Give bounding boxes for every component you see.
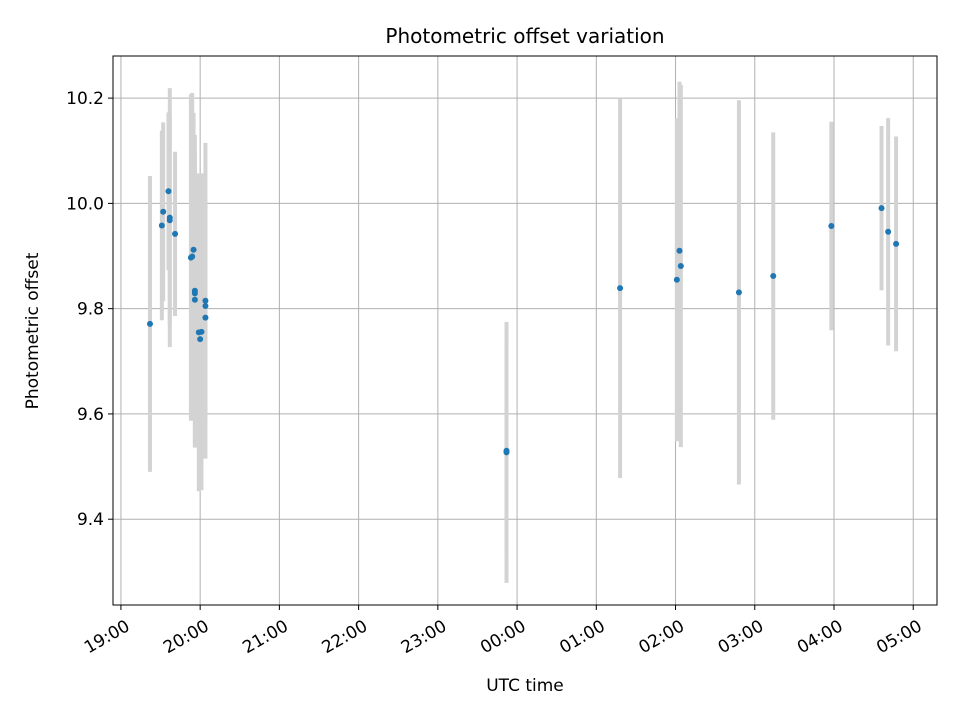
y-tick-label: 10.0 [66, 194, 104, 214]
data-point [828, 223, 835, 230]
data-point [189, 253, 196, 260]
data-point [673, 276, 680, 283]
data-point [676, 247, 683, 254]
data-point [202, 303, 209, 310]
data-point [191, 296, 198, 303]
y-axis-label: Photometric offset [23, 252, 43, 409]
x-axis-label: UTC time [486, 676, 564, 696]
data-point [166, 217, 173, 224]
x-tick-label: 01:00 [556, 616, 608, 658]
data-point [198, 328, 205, 335]
data-point [146, 320, 153, 327]
y-axis-ticks: 9.4 9.6 9.8 10.0 10.2 [66, 89, 113, 530]
data-point [770, 273, 777, 280]
data-point [172, 230, 179, 237]
data-point [191, 290, 198, 297]
x-axis-ticks: 19:00 20:00 21:00 22:00 23:00 00:00 01:00 02:00… [81, 605, 926, 658]
data-point [190, 246, 197, 253]
data-points [146, 188, 900, 456]
data-point [165, 188, 172, 195]
data-point [878, 205, 885, 212]
error-bars [147, 81, 899, 583]
x-tick-label: 20:00 [160, 616, 212, 658]
x-tick-label: 00:00 [477, 616, 529, 658]
plot-frame [112, 55, 938, 606]
data-point [158, 222, 165, 229]
grid [113, 56, 937, 605]
x-tick-label: 05:00 [873, 616, 925, 658]
y-tick-label: 9.8 [77, 300, 104, 320]
y-tick-label: 10.2 [66, 89, 104, 109]
data-point [202, 297, 209, 304]
x-tick-label: 03:00 [715, 616, 767, 658]
x-tick-label: 23:00 [398, 616, 450, 658]
x-tick-label: 21:00 [239, 616, 291, 658]
x-tick-label: 22:00 [319, 616, 371, 658]
x-tick-label: 04:00 [794, 616, 846, 658]
chart-title: Photometric offset variation [385, 24, 664, 48]
data-point [617, 285, 624, 292]
x-tick-label: 19:00 [81, 616, 133, 658]
data-point [197, 336, 204, 343]
y-tick-label: 9.4 [77, 510, 104, 530]
data-point [885, 228, 892, 235]
y-tick-label: 9.6 [77, 405, 104, 425]
data-point [677, 263, 684, 270]
data-point [735, 289, 742, 296]
x-tick-label: 02:00 [636, 616, 688, 658]
data-point [160, 208, 167, 215]
data-point [503, 447, 510, 454]
data-point [202, 314, 209, 321]
data-point [893, 240, 900, 247]
